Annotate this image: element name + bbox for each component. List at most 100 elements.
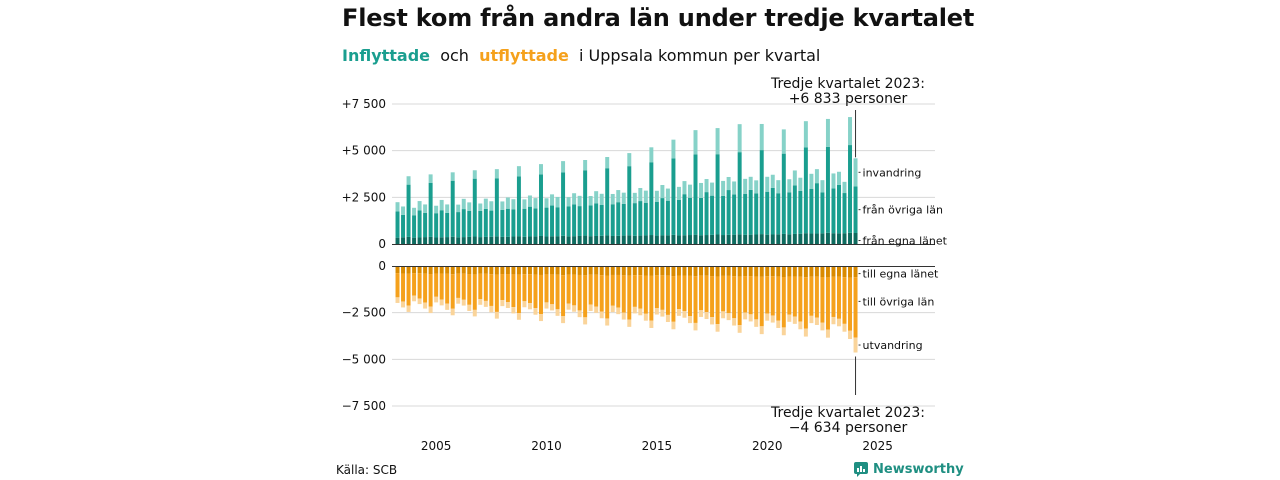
- bar-out-0: [649, 266, 654, 276]
- bar-out-1: [572, 274, 577, 306]
- bar-out-2: [605, 318, 610, 326]
- bar-out-0: [511, 266, 516, 275]
- bar-out-1: [803, 277, 808, 329]
- bar-out-2: [699, 310, 704, 317]
- bar-out-0: [599, 266, 604, 276]
- bar-out-0: [721, 266, 726, 276]
- bar-out-1: [511, 274, 516, 308]
- bar-out-0: [737, 266, 742, 277]
- bar-in-0: [483, 236, 488, 244]
- bar-in-2: [500, 201, 505, 210]
- bar-in-1: [792, 185, 797, 234]
- bar-in-1: [853, 186, 858, 233]
- bar-out-1: [842, 277, 847, 324]
- bar-out-2: [406, 305, 411, 312]
- x-tick-label: 2010: [531, 439, 562, 453]
- bar-in-0: [594, 235, 599, 244]
- bar-out-0: [704, 266, 709, 276]
- bar-in-1: [544, 207, 549, 237]
- bar-out-0: [638, 266, 643, 276]
- bar-in-0: [726, 234, 731, 244]
- bar-out-2: [401, 301, 406, 308]
- bar-out-1: [710, 276, 715, 318]
- bar-out-2: [836, 318, 841, 327]
- bar-in-2: [561, 161, 566, 173]
- bar-out-2: [781, 327, 786, 336]
- bar-out-0: [809, 266, 814, 277]
- bar-out-2: [737, 325, 742, 333]
- bar-out-2: [527, 303, 532, 310]
- bar-in-1: [765, 191, 770, 235]
- bar-in-2: [665, 188, 670, 201]
- bar-out-2: [561, 316, 566, 324]
- bar-out-2: [544, 302, 549, 309]
- chart-subtitle: Inflyttade och utflyttade i Uppsala komm…: [342, 46, 820, 65]
- bar-out-1: [836, 276, 841, 319]
- bar-out-0: [434, 266, 439, 274]
- bar-in-2: [671, 139, 676, 159]
- bar-out-1: [412, 273, 417, 296]
- bar-in-1: [478, 210, 483, 238]
- bar-in-2: [820, 180, 825, 193]
- bar-in-2: [527, 195, 532, 207]
- bar-in-0: [721, 235, 726, 244]
- bar-in-2: [693, 130, 698, 155]
- bar-in-2: [599, 193, 604, 205]
- bar-in-1: [550, 205, 555, 237]
- bar-in-0: [853, 232, 858, 244]
- bar-in-1: [787, 192, 792, 235]
- bar-in-2: [660, 185, 665, 199]
- bar-out-1: [577, 274, 582, 311]
- bar-in-0: [516, 236, 521, 244]
- bar-in-0: [638, 235, 643, 244]
- bar-out-2: [721, 311, 726, 319]
- bar-in-1: [527, 206, 532, 237]
- bar-in-0: [836, 233, 841, 244]
- bar-out-1: [676, 275, 681, 310]
- bar-in-0: [489, 236, 494, 244]
- bar-out-0: [831, 266, 836, 277]
- bar-in-0: [748, 234, 753, 244]
- bar-out-1: [770, 276, 775, 316]
- bar-in-1: [649, 162, 654, 236]
- bar-out-2: [627, 319, 632, 327]
- bar-out-1: [472, 274, 477, 310]
- bar-in-2: [649, 147, 654, 163]
- bar-in-1: [809, 188, 814, 234]
- bar-in-0: [814, 233, 819, 244]
- bar-in-0: [743, 234, 748, 244]
- bar-out-1: [649, 275, 654, 321]
- bar-out-1: [737, 276, 742, 326]
- bar-out-1: [439, 273, 444, 300]
- bar-out-0: [577, 266, 582, 275]
- bar-in-2: [522, 199, 527, 209]
- bar-out-1: [715, 276, 720, 325]
- bar-in-2: [803, 121, 808, 148]
- bar-in-1: [434, 213, 439, 238]
- bar-in-2: [743, 178, 748, 194]
- bar-out-0: [842, 266, 847, 278]
- bar-in-0: [688, 235, 692, 244]
- bar-out-2: [423, 302, 428, 309]
- bar-out-1: [406, 273, 411, 306]
- bar-out-2: [688, 316, 692, 324]
- bar-out-1: [489, 274, 494, 306]
- bar-in-2: [456, 204, 461, 213]
- bar-out-2: [610, 305, 615, 313]
- bar-out-0: [853, 266, 858, 278]
- bar-out-1: [428, 274, 433, 307]
- series-label: från övriga län: [863, 204, 943, 217]
- bar-out-0: [682, 266, 687, 276]
- bar-in-2: [445, 204, 450, 213]
- bar-in-2: [505, 197, 510, 209]
- bar-out-2: [467, 304, 472, 311]
- bar-out-2: [654, 308, 659, 315]
- bar-out-0: [439, 266, 444, 274]
- bar-out-1: [605, 275, 610, 319]
- bar-in-0: [539, 235, 543, 244]
- bar-out-0: [505, 266, 510, 275]
- bar-out-0: [522, 266, 527, 275]
- bar-in-0: [527, 236, 532, 244]
- bar-out-2: [522, 301, 527, 308]
- bar-in-2: [704, 179, 709, 193]
